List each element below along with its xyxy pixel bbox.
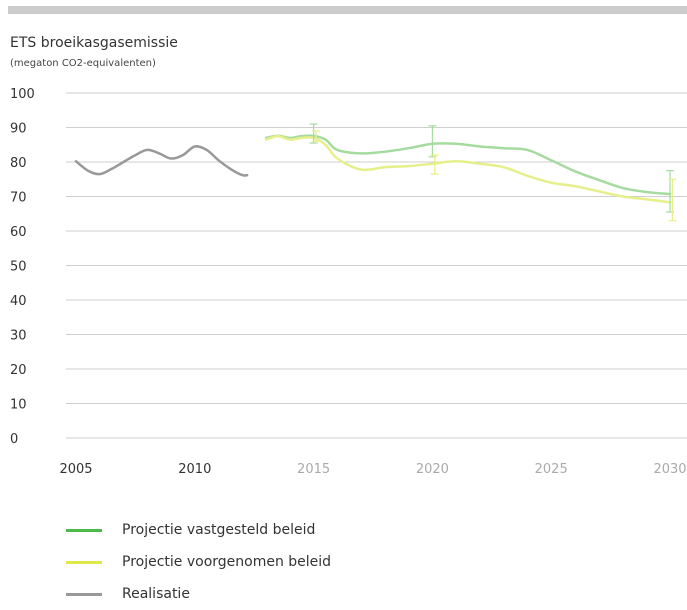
series-line-realisatie: [74, 145, 249, 177]
series-line-projectie-voorgenomen-beleid: [264, 134, 672, 204]
x-tick-label: 2020: [416, 462, 449, 477]
legend: Projectie vastgesteld beleid Projectie v…: [66, 514, 331, 610]
legend-label: Projectie vastgesteld beleid: [122, 522, 316, 538]
chart-subtitle: (megaton CO2-equivalenten): [10, 58, 156, 69]
y-tick-label: 90: [10, 122, 27, 137]
legend-swatch: [66, 528, 102, 532]
x-tick-label: 2015: [297, 462, 330, 477]
x-tick-label: 2030: [653, 462, 686, 477]
legend-swatch: [66, 592, 102, 596]
legend-item-realisatie: Realisatie: [66, 578, 331, 610]
y-tick-label: 80: [10, 156, 27, 171]
x-tick-label: 2005: [59, 462, 92, 477]
top-divider-bar: [8, 6, 687, 14]
y-tick-label: 50: [10, 260, 27, 275]
legend-item-vastgesteld: Projectie vastgesteld beleid: [66, 514, 331, 546]
y-tick-label: 20: [10, 363, 27, 378]
legend-label: Realisatie: [122, 586, 190, 602]
chart-title: ETS broeikasgasemissie: [10, 35, 178, 51]
y-tick-label: 60: [10, 225, 27, 240]
legend-label: Projectie voorgenomen beleid: [122, 554, 332, 570]
y-tick-label: 70: [10, 191, 27, 206]
x-tick-label: 2025: [535, 462, 568, 477]
legend-swatch: [66, 560, 102, 564]
y-tick-label: 10: [10, 398, 27, 413]
x-tick-label: 2010: [178, 462, 211, 477]
y-tick-label: 0: [10, 432, 18, 447]
y-tick-label: 100: [10, 87, 35, 102]
legend-item-voorgenomen: Projectie voorgenomen beleid: [66, 546, 331, 578]
y-tick-label: 30: [10, 329, 27, 344]
y-tick-label: 40: [10, 294, 27, 309]
